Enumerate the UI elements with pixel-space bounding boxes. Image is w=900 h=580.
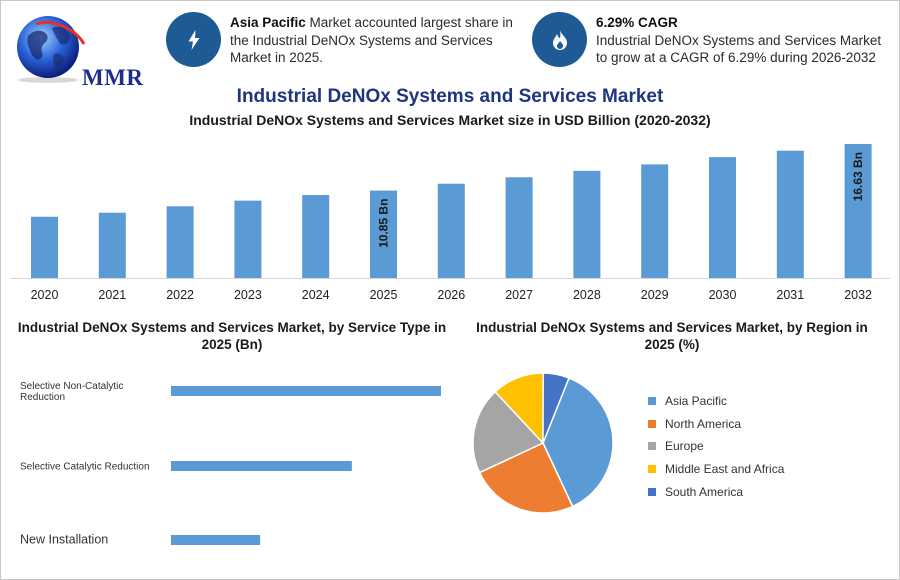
- legend-label: North America: [665, 416, 742, 431]
- bar-2029: [641, 164, 669, 278]
- pie-slice-asia-pacific: [542, 377, 614, 508]
- logo-text: MMR: [82, 65, 144, 90]
- bar-2032: [844, 144, 872, 278]
- legend-item: South America: [648, 480, 784, 503]
- data-label-2025: 10.85 Bn: [377, 199, 391, 248]
- legend-label: Europe: [665, 439, 704, 454]
- stat-icon-circle: [532, 12, 587, 67]
- x-tick-label: 2032: [844, 288, 872, 302]
- stat-body: Industrial DeNOx Systems and Services Ma…: [596, 32, 882, 66]
- chart-title: Industrial DeNOx Systems and Services Ma…: [189, 112, 711, 128]
- legend-swatch: [648, 487, 656, 496]
- stat-bold: Asia Pacific: [230, 15, 306, 30]
- mmr-logo: MMR: [14, 14, 144, 90]
- x-tick-label: 2026: [437, 288, 465, 302]
- bar-2022: [166, 206, 194, 278]
- pie-slice-south-america: [542, 372, 570, 444]
- stat-bold: 6.29% CAGR: [596, 15, 678, 30]
- legend-swatch: [648, 442, 656, 451]
- x-tick-label: 2029: [641, 288, 669, 302]
- x-tick-label: 2023: [234, 288, 262, 302]
- legend-label: Asia Pacific: [665, 394, 728, 409]
- legend-item: Middle East and Africa: [648, 458, 784, 481]
- lightning-icon: [188, 29, 199, 50]
- bar-2024: [302, 195, 330, 278]
- legend-swatch: [648, 419, 656, 428]
- stat-text: 6.29% CAGR Industrial DeNOx Systems and …: [596, 14, 896, 67]
- legend-swatch: [648, 465, 656, 474]
- stat-body: Market accounted largest share in the In…: [230, 15, 513, 65]
- service-type-bar-chart: Selective Non-Catalytic Reduction Selectiv…: [20, 381, 441, 547]
- x-tick-label: 2030: [709, 288, 737, 302]
- category-label: New Installation: [20, 533, 108, 547]
- legend-label: South America: [665, 484, 744, 499]
- bar-2020: [31, 216, 58, 278]
- pie-legend: Asia Pacific North America Europe Middle Ea…: [648, 390, 784, 503]
- bar-2026: [437, 183, 465, 278]
- pie-slice-europe: [472, 390, 545, 474]
- x-tick-label: 2031: [776, 288, 804, 302]
- bar-2027: [505, 177, 533, 278]
- data-label-2032: 16.63 Bn: [851, 152, 865, 201]
- x-tick-label: 2028: [573, 288, 601, 302]
- bar-2025: [370, 190, 397, 278]
- hbar-2: [171, 535, 261, 545]
- x-tick-label: 2020: [31, 288, 59, 302]
- stat-text: Asia Pacific Market accounted largest sh…: [230, 14, 530, 67]
- x-tick-label: 2021: [98, 288, 126, 302]
- market-size-bar-chart: 2020 2021 2022 2023 2024 2025 10.85 Bn 2026 2027…: [10, 144, 890, 302]
- x-tick-label: 2022: [166, 288, 194, 302]
- x-tick-label: 2027: [505, 288, 533, 302]
- region-pie-chart: [472, 372, 614, 514]
- region-title: Industrial DeNOx Systems and Services Ma…: [476, 320, 868, 352]
- hbar-0: [171, 386, 441, 396]
- legend-label: Middle East and Africa: [665, 462, 785, 477]
- category-label: Selective Catalytic Reduction: [20, 462, 150, 473]
- bar-2031: [776, 150, 804, 278]
- bar-2021: [98, 212, 126, 278]
- legend-item: North America: [648, 413, 784, 436]
- x-tick-label: 2024: [302, 288, 330, 302]
- legend-item: Asia Pacific: [648, 390, 784, 413]
- pie-slice-north-america: [478, 442, 574, 514]
- service-type-title: Industrial DeNOx Systems and Services Ma…: [17, 320, 447, 352]
- flame-icon: [552, 29, 567, 50]
- x-tick-label: 2025: [370, 288, 398, 302]
- hbar-1: [171, 461, 352, 471]
- category-label: Selective Non-Catalytic Reduction: [20, 381, 123, 403]
- stat-icon-circle: [166, 12, 221, 67]
- page-title: Industrial DeNOx Systems and Services Ma…: [236, 86, 664, 107]
- legend-swatch: [648, 397, 656, 406]
- globe-icon: [17, 16, 86, 83]
- legend-item: Europe: [648, 435, 784, 458]
- bar-2030: [709, 157, 736, 278]
- bar-2028: [573, 170, 601, 278]
- bar-2023: [234, 200, 262, 278]
